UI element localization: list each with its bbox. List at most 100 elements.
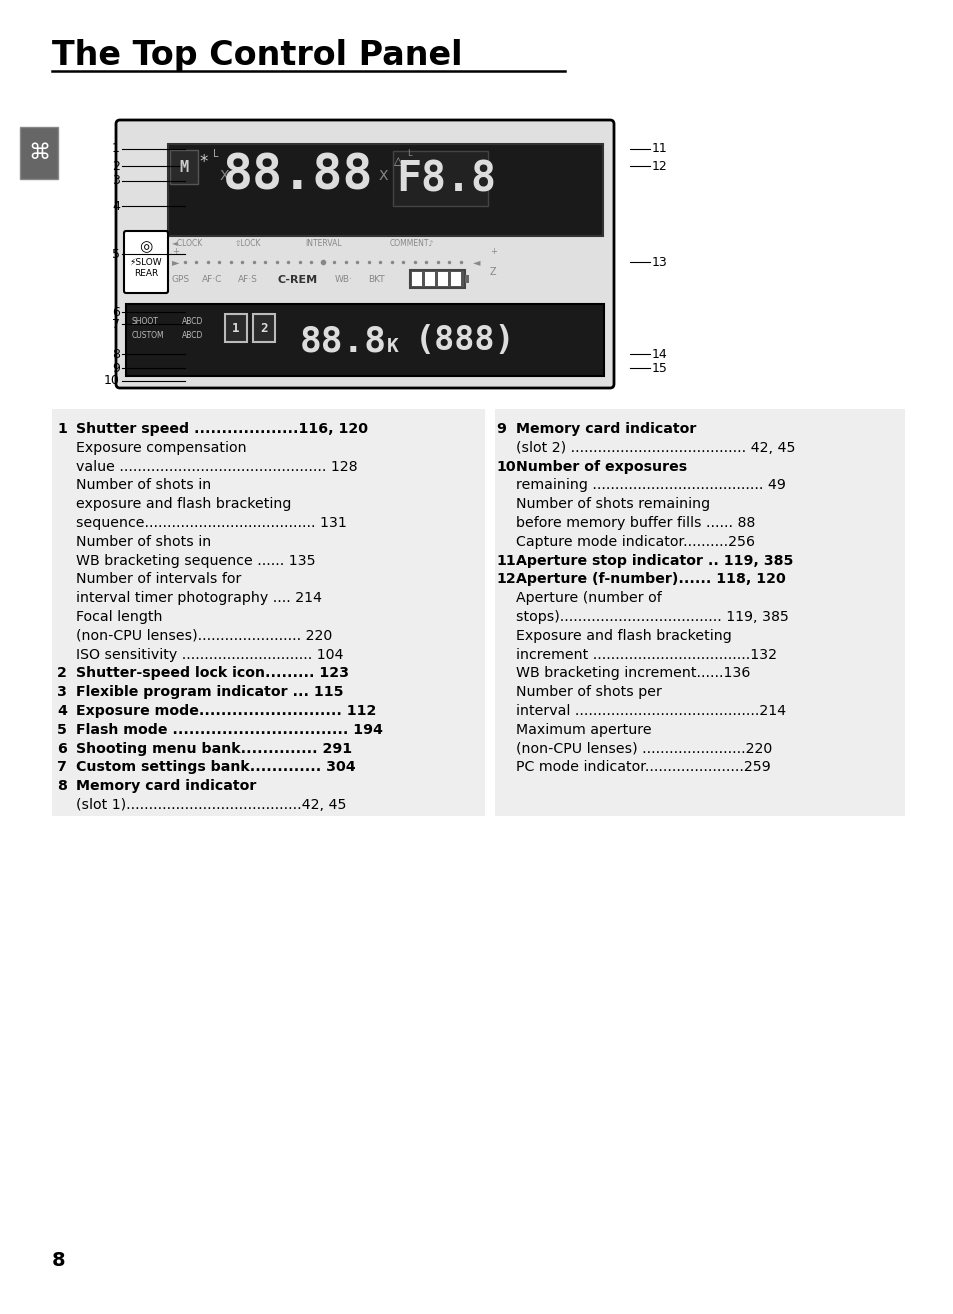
Text: Aperture (f-number)...... 118, 120: Aperture (f-number)...... 118, 120 xyxy=(516,573,785,586)
Text: 2: 2 xyxy=(112,159,120,172)
Text: 2: 2 xyxy=(57,666,67,681)
Text: INTERVAL: INTERVAL xyxy=(305,239,341,248)
Text: BKT: BKT xyxy=(368,276,384,285)
Text: 11: 11 xyxy=(651,142,667,155)
Text: M: M xyxy=(179,159,189,175)
Text: 1: 1 xyxy=(112,142,120,155)
Text: GPS: GPS xyxy=(172,276,190,285)
Text: exposure and flash bracketing: exposure and flash bracketing xyxy=(76,497,291,511)
Text: 7: 7 xyxy=(112,318,120,331)
Text: +: + xyxy=(490,247,497,256)
Text: 9: 9 xyxy=(496,422,505,436)
Text: X: X xyxy=(219,170,229,183)
Text: ⇧LOCK: ⇧LOCK xyxy=(234,239,261,248)
Text: ⌘: ⌘ xyxy=(28,143,51,163)
Text: WB·: WB· xyxy=(335,276,353,285)
Text: (slot 2) ....................................... 42, 45: (slot 2) ...............................… xyxy=(516,440,795,455)
Text: Number of shots in: Number of shots in xyxy=(76,535,211,549)
Bar xyxy=(437,272,448,286)
Text: CUSTOM: CUSTOM xyxy=(132,331,165,340)
Text: Exposure and flash bracketing: Exposure and flash bracketing xyxy=(516,629,731,643)
Text: 12: 12 xyxy=(496,573,516,586)
Text: stops).................................... 119, 385: stops)..................................… xyxy=(516,610,788,624)
Text: ◄: ◄ xyxy=(472,258,479,267)
Bar xyxy=(126,304,603,376)
Text: AF·C: AF·C xyxy=(202,276,222,285)
Text: 4: 4 xyxy=(112,200,120,213)
Text: Number of shots in: Number of shots in xyxy=(76,478,211,493)
Text: Custom settings bank............. 304: Custom settings bank............. 304 xyxy=(76,761,355,774)
Text: Number of exposures: Number of exposures xyxy=(516,460,686,473)
Text: ◎: ◎ xyxy=(139,239,152,255)
Text: ABCD: ABCD xyxy=(182,318,203,326)
Text: 8: 8 xyxy=(112,347,120,360)
Bar xyxy=(464,275,469,283)
Text: 3: 3 xyxy=(112,175,120,188)
Text: 10: 10 xyxy=(104,374,120,388)
Text: Z: Z xyxy=(490,267,497,277)
Text: 14: 14 xyxy=(651,347,667,360)
Bar xyxy=(225,314,247,342)
Text: ⚡SLOW: ⚡SLOW xyxy=(130,258,162,267)
Text: 1: 1 xyxy=(57,422,67,436)
Bar xyxy=(168,145,602,237)
Text: 2: 2 xyxy=(260,322,268,335)
Bar xyxy=(20,127,58,179)
Bar xyxy=(412,272,421,286)
Text: 5: 5 xyxy=(112,247,120,260)
Text: AF·S: AF·S xyxy=(237,276,257,285)
Text: 5: 5 xyxy=(57,723,67,737)
Text: WB bracketing increment......136: WB bracketing increment......136 xyxy=(516,666,750,681)
Text: sequence...................................... 131: sequence................................… xyxy=(76,516,346,530)
Text: 11: 11 xyxy=(496,553,516,568)
Text: Shutter speed ...................116, 120: Shutter speed ...................116, 12… xyxy=(76,422,368,436)
Text: COMMENT♪: COMMENT♪ xyxy=(390,239,434,248)
Text: Exposure compensation: Exposure compensation xyxy=(76,440,247,455)
Text: REAR: REAR xyxy=(133,269,158,279)
Text: 1: 1 xyxy=(232,322,239,335)
Text: L: L xyxy=(213,148,218,159)
Text: Memory card indicator: Memory card indicator xyxy=(516,422,696,436)
Text: value .............................................. 128: value ..................................… xyxy=(76,460,357,473)
Text: 10: 10 xyxy=(496,460,515,473)
Text: 8: 8 xyxy=(52,1251,66,1271)
Bar xyxy=(253,314,274,342)
Text: Flash mode ................................ 194: Flash mode .............................… xyxy=(76,723,382,737)
Text: +: + xyxy=(172,247,178,256)
Text: F8.8: F8.8 xyxy=(395,158,496,200)
Text: ►: ► xyxy=(172,258,179,267)
Text: ISO sensitivity ............................. 104: ISO sensitivity ........................… xyxy=(76,648,343,662)
Text: 9: 9 xyxy=(112,361,120,374)
Text: 7: 7 xyxy=(57,761,67,774)
Text: Exposure mode.......................... 112: Exposure mode.......................... … xyxy=(76,704,376,717)
Text: X: X xyxy=(377,170,387,183)
Text: 6: 6 xyxy=(57,741,67,756)
Text: (non-CPU lenses) .......................220: (non-CPU lenses) .......................… xyxy=(516,741,771,756)
Text: Shutter-speed lock icon......... 123: Shutter-speed lock icon......... 123 xyxy=(76,666,349,681)
Text: interval timer photography .... 214: interval timer photography .... 214 xyxy=(76,591,322,606)
Text: 8: 8 xyxy=(57,779,67,794)
Text: remaining ...................................... 49: remaining ..............................… xyxy=(516,478,785,493)
Text: 12: 12 xyxy=(651,159,667,172)
Text: 3: 3 xyxy=(57,685,67,699)
Text: before memory buffer fills ...... 88: before memory buffer fills ...... 88 xyxy=(516,516,755,530)
Text: L: L xyxy=(406,150,411,159)
FancyBboxPatch shape xyxy=(124,231,168,293)
Text: 88.8: 88.8 xyxy=(299,325,387,357)
Text: ◄CLOCK: ◄CLOCK xyxy=(172,239,203,248)
Text: The Top Control Panel: The Top Control Panel xyxy=(52,39,462,72)
Text: (non-CPU lenses)....................... 220: (non-CPU lenses)....................... … xyxy=(76,629,332,643)
Text: 88.88: 88.88 xyxy=(222,152,373,200)
Bar xyxy=(52,409,484,816)
Text: Aperture stop indicator .. 119, 385: Aperture stop indicator .. 119, 385 xyxy=(516,553,793,568)
Text: 6: 6 xyxy=(112,305,120,318)
FancyBboxPatch shape xyxy=(116,120,614,388)
Text: Aperture (number of: Aperture (number of xyxy=(516,591,661,606)
Text: interval .........................................214: interval ...............................… xyxy=(516,704,785,717)
Bar xyxy=(424,272,435,286)
Bar xyxy=(410,269,464,288)
Text: Capture mode indicator..........256: Capture mode indicator..........256 xyxy=(516,535,754,549)
Bar xyxy=(495,409,904,816)
Text: SHOOT: SHOOT xyxy=(132,318,159,326)
Text: 15: 15 xyxy=(651,361,667,374)
